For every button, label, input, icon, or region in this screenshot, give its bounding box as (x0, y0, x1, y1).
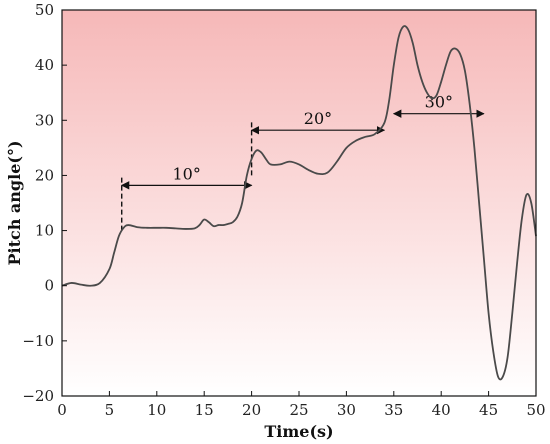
y-axis-ticks: −20 −10 0 10 20 30 40 50 (22, 1, 67, 405)
x-tick-label: 10 (147, 401, 166, 419)
y-tick-label: 30 (35, 111, 54, 129)
x-tick-label: 30 (337, 401, 356, 419)
x-tick-label: 50 (526, 401, 545, 419)
y-tick-label: 40 (35, 56, 54, 74)
y-tick-label: 0 (44, 277, 54, 295)
y-axis-title: Pitch angle(°) (5, 140, 24, 265)
x-tick-label: 35 (384, 401, 403, 419)
x-tick-label: 5 (105, 401, 115, 419)
y-tick-label: −10 (22, 332, 54, 350)
annotation-label: 20° (304, 109, 332, 128)
x-axis-title: Time(s) (264, 422, 333, 441)
x-tick-label: 45 (479, 401, 498, 419)
x-tick-label: 25 (289, 401, 308, 419)
x-axis-ticks: 0 5 10 15 20 25 30 35 40 45 50 (57, 391, 546, 419)
annotation-label: 10° (172, 164, 200, 183)
y-tick-label: −20 (22, 387, 54, 405)
pitch-angle-series-line (61, 25, 537, 381)
y-tick-label: 20 (35, 166, 54, 184)
x-tick-label: 0 (57, 401, 67, 419)
y-tick-label: 50 (35, 1, 54, 19)
plot-background (62, 10, 536, 396)
y-tick-label: 10 (35, 222, 54, 240)
x-tick-label: 20 (242, 401, 261, 419)
x-tick-label: 40 (432, 401, 451, 419)
x-tick-label: 15 (195, 401, 214, 419)
